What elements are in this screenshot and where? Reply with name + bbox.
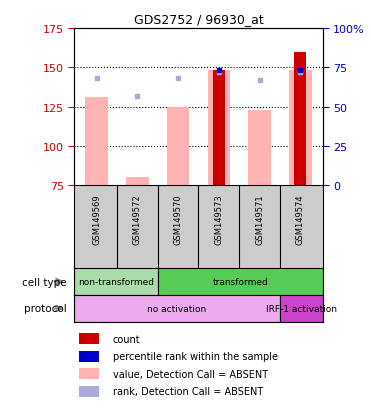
Title: GDS2752 / 96930_at: GDS2752 / 96930_at bbox=[134, 13, 263, 26]
Text: cell type: cell type bbox=[22, 277, 67, 287]
Bar bbox=[85, 98, 108, 186]
Text: percentile rank within the sample: percentile rank within the sample bbox=[113, 351, 278, 361]
Bar bbox=[213, 71, 225, 186]
Text: value, Detection Call = ABSENT: value, Detection Call = ABSENT bbox=[113, 369, 268, 379]
Bar bbox=[79, 351, 99, 362]
Bar bbox=[79, 386, 99, 397]
Text: GSM149572: GSM149572 bbox=[133, 194, 142, 244]
Text: GSM149574: GSM149574 bbox=[296, 194, 305, 244]
Bar bbox=[289, 71, 312, 186]
Bar bbox=[294, 52, 306, 186]
Bar bbox=[79, 368, 99, 380]
Text: protocol: protocol bbox=[24, 304, 67, 314]
Text: GSM149571: GSM149571 bbox=[255, 194, 264, 244]
Bar bbox=[167, 107, 189, 186]
Bar bbox=[158, 268, 323, 295]
Bar bbox=[208, 71, 230, 186]
Text: transformed: transformed bbox=[212, 278, 268, 286]
Text: non-transformed: non-transformed bbox=[78, 278, 154, 286]
Text: count: count bbox=[113, 334, 140, 344]
Bar bbox=[74, 295, 280, 322]
Text: GSM149569: GSM149569 bbox=[92, 194, 101, 244]
Bar bbox=[126, 178, 148, 186]
Bar bbox=[74, 268, 158, 295]
Text: no activation: no activation bbox=[147, 304, 207, 313]
Text: rank, Detection Call = ABSENT: rank, Detection Call = ABSENT bbox=[113, 387, 263, 396]
Text: GSM149570: GSM149570 bbox=[174, 194, 183, 244]
Bar bbox=[280, 295, 323, 322]
Text: GSM149573: GSM149573 bbox=[214, 194, 223, 245]
Bar bbox=[249, 111, 271, 186]
Bar bbox=[79, 333, 99, 344]
Text: IRF-1 activation: IRF-1 activation bbox=[266, 304, 337, 313]
